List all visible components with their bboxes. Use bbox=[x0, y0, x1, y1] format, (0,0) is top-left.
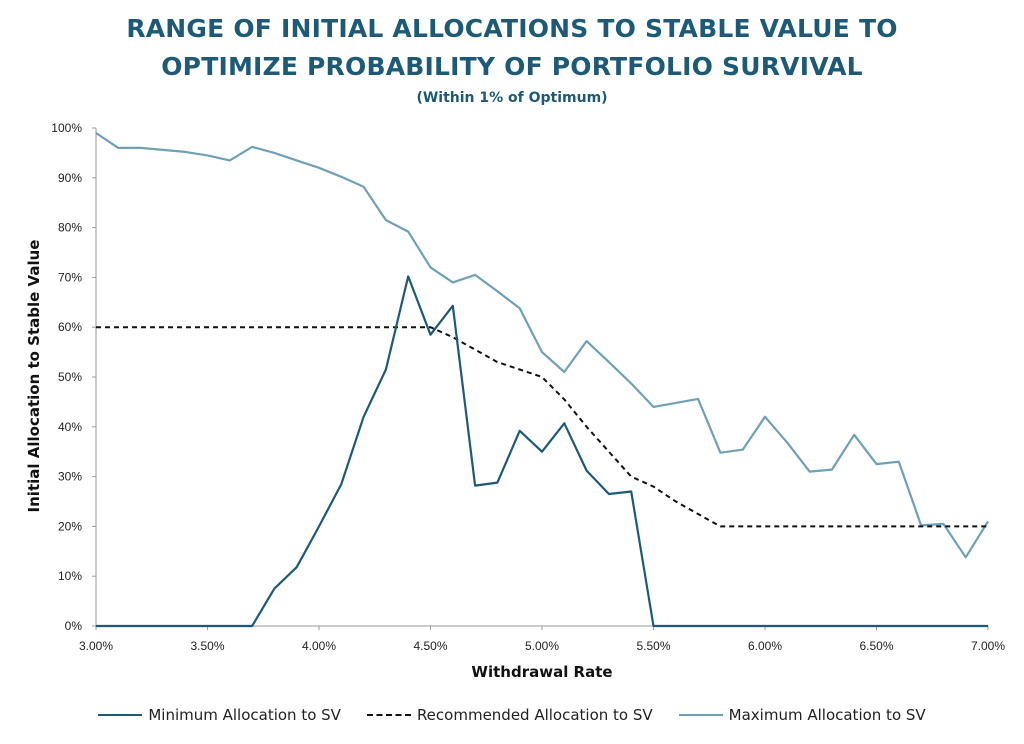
y-tick-label: 40% bbox=[58, 420, 82, 434]
chart-subtitle: (Within 1% of Optimum) bbox=[416, 90, 608, 106]
y-tick-label: 70% bbox=[58, 270, 82, 284]
legend-label-maximum: Maximum Allocation to SV bbox=[728, 706, 926, 724]
x-tick-label: 5.50% bbox=[636, 639, 670, 653]
series-minimum-line bbox=[96, 275, 988, 628]
y-tick-label: 10% bbox=[58, 569, 82, 583]
y-tick-label: 90% bbox=[58, 171, 82, 185]
x-tick-label: 6.50% bbox=[859, 639, 893, 653]
chart-legend: Minimum Allocation to SV Recommended All… bbox=[0, 706, 1024, 724]
y-tick-label: 60% bbox=[58, 320, 82, 334]
x-tick-label: 3.50% bbox=[190, 639, 224, 653]
legend-swatch-minimum bbox=[98, 714, 143, 716]
x-tick-label: 5.00% bbox=[525, 639, 559, 653]
chart-series bbox=[95, 132, 989, 628]
legend-item-minimum: Minimum Allocation to SV bbox=[98, 706, 341, 724]
y-tick-label: 50% bbox=[58, 370, 82, 384]
series-maximum-line bbox=[95, 132, 989, 559]
x-tick-label: 4.50% bbox=[413, 639, 447, 653]
legend-swatch-maximum bbox=[678, 714, 723, 716]
legend-item-recommended: Recommended Allocation to SV bbox=[366, 706, 653, 724]
y-tick-label: 80% bbox=[58, 221, 82, 235]
y-tick-label: 20% bbox=[58, 519, 82, 533]
legend-swatch-recommended bbox=[366, 714, 411, 716]
chart-ticks: 0% 10% 20% 30% 40% 50% 60% 70% 80% 90% 100% 3.00% 3.… bbox=[51, 121, 1005, 653]
y-axis-title: Initial Allocation to Stable Value bbox=[25, 240, 43, 513]
chart-title-line-2: OPTIMIZE PROBABILITY OF PORTFOLIO SURVIV… bbox=[161, 52, 863, 81]
y-tick-label: 100% bbox=[51, 121, 82, 135]
legend-label-recommended: Recommended Allocation to SV bbox=[416, 706, 653, 724]
y-tick-label: 0% bbox=[65, 619, 83, 633]
x-tick-label: 4.00% bbox=[302, 639, 336, 653]
legend-label-minimum: Minimum Allocation to SV bbox=[148, 706, 341, 724]
x-tick-label: 6.00% bbox=[748, 639, 782, 653]
x-tick-label: 7.00% bbox=[971, 639, 1005, 653]
chart-title-line-1: RANGE OF INITIAL ALLOCATIONS TO STABLE V… bbox=[126, 14, 898, 43]
legend-item-maximum: Maximum Allocation to SV bbox=[678, 706, 926, 724]
chart-axes bbox=[95, 128, 988, 627]
x-axis-title: Withdrawal Rate bbox=[471, 663, 612, 681]
series-recommended-line bbox=[96, 326, 988, 528]
x-tick-label: 3.00% bbox=[79, 639, 113, 653]
y-tick-label: 30% bbox=[58, 470, 82, 484]
